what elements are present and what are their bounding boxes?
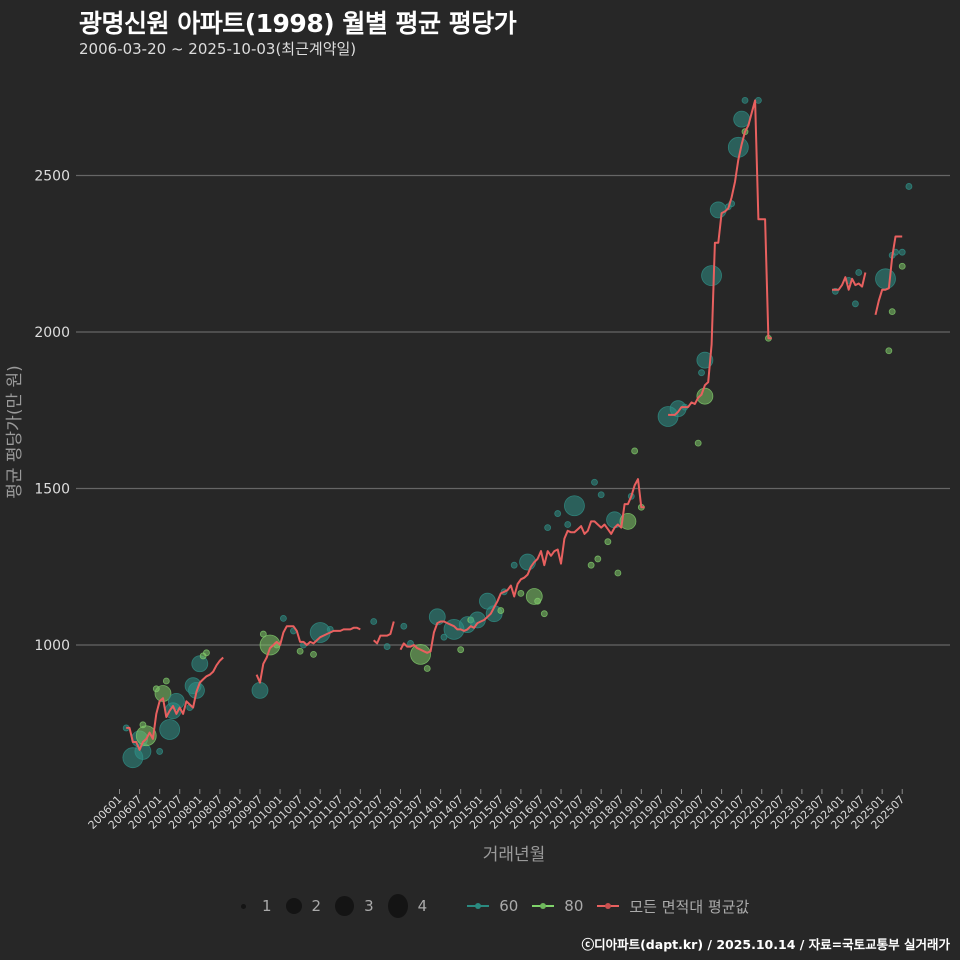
legend-size-1: 1 — [235, 897, 272, 915]
data-bubble-60 — [564, 495, 585, 517]
data-bubble-80 — [885, 347, 893, 355]
average-line-segment — [399, 478, 645, 654]
data-bubble-60 — [167, 692, 185, 710]
data-bubble-60 — [280, 614, 287, 622]
average-line-segment — [874, 235, 903, 316]
average-line-segment — [255, 625, 361, 684]
data-bubble-60 — [159, 719, 181, 740]
series-line-icon — [532, 903, 555, 909]
data-bubble-80 — [135, 725, 157, 747]
size-dot-icon — [387, 894, 408, 918]
y-tick-label: 2000 — [34, 325, 70, 341]
average-line-segment — [832, 272, 867, 291]
data-bubble-80 — [162, 677, 170, 685]
series-line-icon — [467, 903, 490, 909]
data-bubble-60 — [875, 268, 896, 290]
data-bubble-80 — [587, 561, 595, 569]
data-bubble-80 — [898, 262, 906, 270]
data-bubble-80 — [619, 512, 637, 530]
data-bubble-60 — [898, 248, 906, 256]
y-axis-title: 평균 평당가(만 원) — [5, 365, 25, 499]
x-axis-ticks: 2006012006072007012007072008012008072009… — [86, 789, 907, 832]
data-bubble-60 — [554, 510, 562, 517]
data-bubble-80 — [540, 610, 548, 618]
data-bubble-60 — [597, 491, 605, 499]
data-bubble-80 — [203, 649, 210, 657]
data-bubble-60 — [370, 618, 378, 625]
size-dot-icon — [335, 896, 355, 916]
y-tick-label: 1000 — [34, 638, 70, 654]
data-bubble-60 — [510, 561, 518, 569]
data-bubble-60 — [855, 269, 863, 276]
size-dot-icon — [285, 898, 302, 914]
data-bubble-60 — [251, 681, 269, 699]
average-line-segment — [668, 99, 772, 416]
y-tick-label: 2500 — [34, 169, 70, 185]
data-bubble-80 — [614, 569, 622, 577]
data-bubble-60 — [383, 643, 391, 650]
data-bubble-60 — [741, 96, 749, 104]
data-bubble-80 — [497, 607, 505, 614]
data-bubble-80 — [631, 447, 639, 455]
x-axis-title: 거래년월 — [483, 845, 546, 865]
data-bubble-80 — [139, 721, 147, 729]
data-bubble-60 — [698, 369, 705, 377]
series-line-icon — [597, 903, 620, 909]
legend-series-average: 모든 면적대 평균값 — [597, 896, 749, 917]
data-bubble-60 — [905, 183, 913, 190]
data-bubble-60 — [754, 96, 762, 104]
data-bubble-60 — [544, 524, 552, 532]
average-line-segment — [126, 656, 224, 751]
average-line — [126, 99, 903, 751]
data-bubble-60 — [156, 748, 164, 755]
data-bubble-60 — [309, 622, 331, 643]
y-tick-label: 1500 — [34, 482, 70, 498]
data-bubble-80 — [694, 439, 702, 447]
chart-title: 광명신원 아파트(1998) 월별 평균 평당가 — [79, 9, 517, 38]
data-bubble-60 — [440, 633, 448, 641]
data-bubble-80 — [310, 650, 317, 658]
data-bubble-80 — [594, 555, 602, 563]
data-bubble-80 — [888, 308, 896, 316]
source-footer: ⓒ디아파트(dapt.kr) / 2025.10.14 / 자료=국토교통부 실… — [581, 937, 950, 952]
gridlines — [76, 174, 950, 646]
legend-size-2: 2 — [285, 897, 321, 915]
scatter-bubbles — [122, 96, 913, 769]
data-bubble-80 — [517, 589, 525, 597]
chart-subtitle: 2006-03-20 ~ 2025-10-03(최근계약일) — [79, 40, 357, 58]
data-bubble-60 — [591, 478, 598, 486]
data-bubble-60 — [733, 110, 751, 128]
data-bubble-80 — [296, 647, 304, 655]
size-dot-icon — [241, 903, 246, 909]
data-bubble-80 — [534, 597, 542, 605]
average-line-segment — [373, 621, 395, 645]
y-axis-ticks: 1000 1500 2000 2500 — [34, 169, 70, 655]
legend-series-80: 80 — [532, 897, 583, 915]
legend-series-60: 60 — [467, 897, 518, 915]
legend-size-4: 4 — [387, 894, 427, 918]
data-bubble-60 — [701, 265, 722, 287]
data-bubble-60 — [727, 136, 749, 158]
data-bubble-80 — [604, 538, 612, 546]
legend-size-3: 3 — [335, 896, 374, 916]
data-bubble-60 — [564, 521, 572, 528]
data-bubble-60 — [400, 622, 408, 630]
data-bubble-60 — [709, 201, 727, 219]
legend: 1 2 3 4 60 80 모든 면적대 평균값 — [235, 893, 763, 919]
data-bubble-80 — [423, 665, 431, 672]
data-bubble-80 — [410, 643, 431, 665]
data-bubble-60 — [852, 300, 859, 308]
data-bubble-80 — [457, 646, 465, 654]
